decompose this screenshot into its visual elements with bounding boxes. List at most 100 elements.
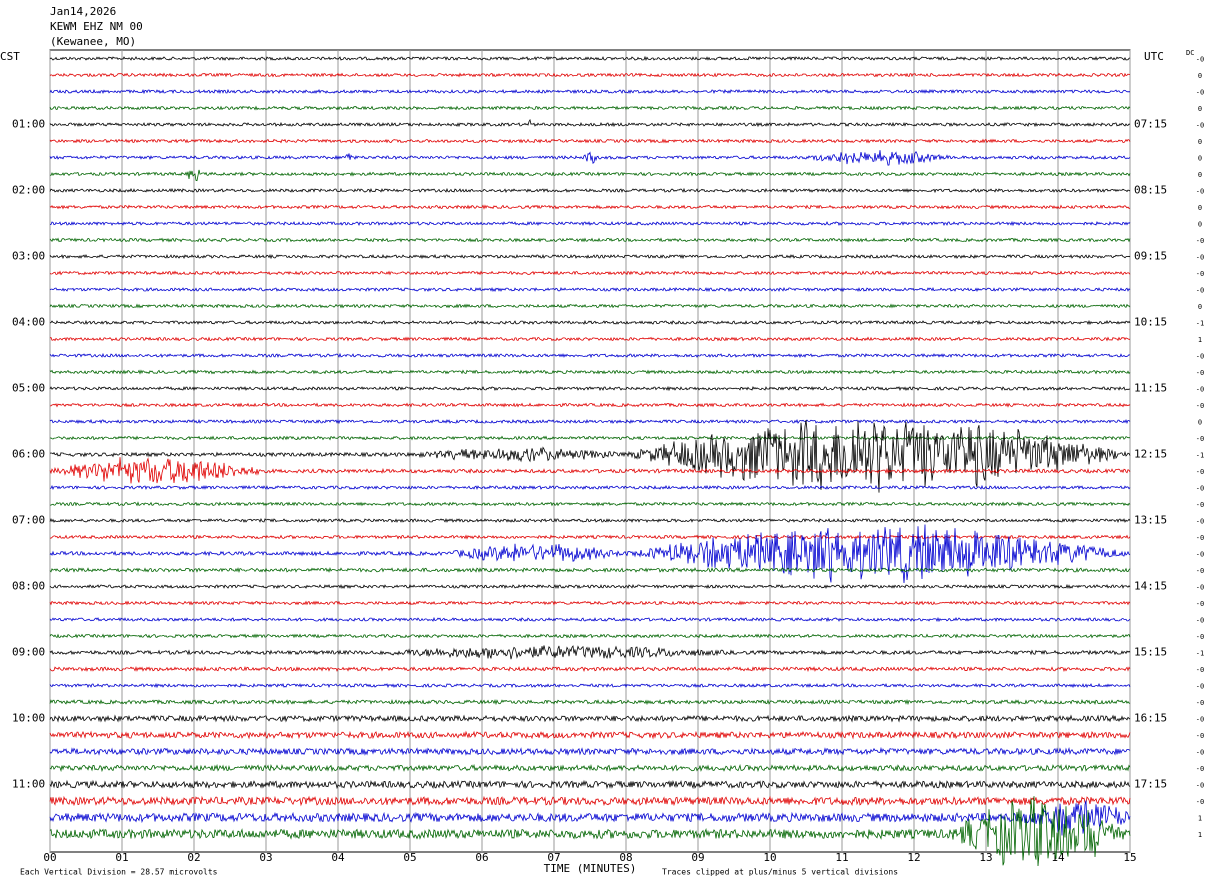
dc-value: -0 [1196,237,1204,245]
trace [49,55,1131,62]
dc-value: 0 [1198,303,1202,311]
trace [49,779,1131,790]
footer-right: Traces clipped at plus/minus 5 vertical … [662,868,898,877]
x-tick-label: 13 [979,851,992,864]
dc-value: -1 [1196,650,1204,658]
right-time: 15:15 [1134,646,1167,659]
x-tick-label: 04 [331,851,345,864]
trace [49,369,1131,375]
dc-value: 1 [1198,336,1202,344]
trace [49,385,1131,392]
left-time: 03:00 [12,250,45,263]
trace [49,645,1131,660]
dc-value: -0 [1196,716,1204,724]
dc-value: -0 [1196,749,1204,757]
dc-value: -0 [1196,468,1204,476]
trace [49,796,1131,867]
trace [49,484,1131,490]
dc-value: -0 [1196,89,1204,97]
dc-value: -0 [1196,254,1204,262]
right-time: 14:15 [1134,580,1167,593]
dc-value: -0 [1196,402,1204,410]
trace [49,420,1131,493]
dc-heading: DC [1186,49,1194,57]
trace [49,220,1131,227]
footer-left: Each Vertical Division = 28.57 microvolt… [20,868,218,877]
dc-value: -0 [1196,485,1204,493]
trace [49,435,1131,441]
station: KEWM EHZ NM 00 [50,20,143,33]
date: Jan14,2026 [50,5,116,18]
dc-value: 1 [1198,815,1202,823]
x-tick-label: 14 [1051,851,1065,864]
x-tick-label: 15 [1123,851,1136,864]
trace [49,418,1131,425]
x-tick-label: 02 [187,851,200,864]
x-tick-label: 06 [475,851,488,864]
trace [49,534,1131,540]
left-time: 08:00 [12,580,45,593]
dc-value: -0 [1196,551,1204,559]
trace [49,567,1131,574]
dc-value: 0 [1198,171,1202,179]
left-time: 04:00 [12,316,45,329]
dc-value: 1 [1198,831,1202,839]
trace [49,633,1131,639]
trace [49,682,1131,689]
dc-value: 0 [1198,221,1202,229]
x-tick-label: 03 [259,851,272,864]
left-time: 10:00 [12,712,45,725]
dc-value: -0 [1196,683,1204,691]
dc-value: 0 [1198,105,1202,113]
left-time: 02:00 [12,184,45,197]
right-time: 12:15 [1134,448,1167,461]
right-time: 17:15 [1134,778,1167,791]
dc-value: 0 [1198,204,1202,212]
dc-value: -0 [1196,666,1204,674]
dc-value: -0 [1196,782,1204,790]
dc-value: -0 [1196,798,1204,806]
dc-value: -0 [1196,765,1204,773]
trace [49,270,1131,276]
dc-value: -1 [1196,452,1204,460]
x-title: TIME (MINUTES) [544,862,637,875]
dc-value: 0 [1198,419,1202,427]
trace [49,237,1131,243]
left-time: 05:00 [12,382,45,395]
trace [49,616,1131,623]
dc-value: -0 [1196,732,1204,740]
trace [49,187,1131,194]
x-tick-label: 01 [115,851,128,864]
trace [49,303,1131,309]
trace [49,105,1131,111]
right-zone: UTC [1144,50,1164,63]
dc-value: -0 [1196,353,1204,361]
trace [49,714,1131,723]
trace [50,501,1131,507]
dc-value: 0 [1198,72,1202,80]
dc-value: 0 [1198,155,1202,163]
left-time: 09:00 [12,646,45,659]
dc-value: -0 [1196,188,1204,196]
trace [49,319,1131,326]
dc-value: -0 [1196,600,1204,608]
dc-value: -1 [1196,320,1204,328]
trace [49,730,1131,740]
dc-value: -0 [1196,534,1204,542]
x-tick-label: 07 [547,851,560,864]
trace [49,204,1131,210]
dc-value: -0 [1196,270,1204,278]
right-time: 13:15 [1134,514,1167,527]
trace [49,336,1130,342]
left-time: 06:00 [12,448,45,461]
dc-value: -0 [1196,501,1204,509]
x-tick-label: 11 [835,851,848,864]
dc-value: -0 [1196,584,1204,592]
trace [49,665,1131,672]
right-time: 07:15 [1134,118,1167,131]
x-tick-label: 00 [43,851,56,864]
left-time: 07:00 [12,514,45,527]
trace [49,457,1131,484]
trace [49,524,1131,584]
